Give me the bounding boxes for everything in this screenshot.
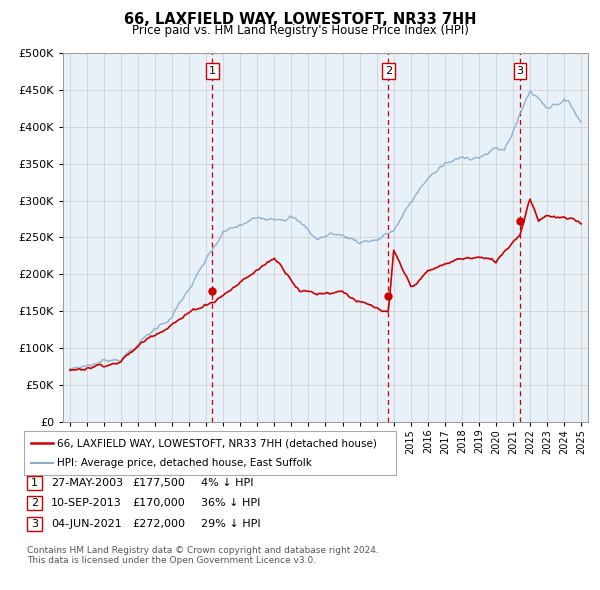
Text: Contains HM Land Registry data © Crown copyright and database right 2024.: Contains HM Land Registry data © Crown c… bbox=[27, 546, 379, 555]
Text: 66, LAXFIELD WAY, LOWESTOFT, NR33 7HH (detached house): 66, LAXFIELD WAY, LOWESTOFT, NR33 7HH (d… bbox=[57, 438, 377, 448]
Text: 2: 2 bbox=[31, 499, 38, 508]
Text: 1: 1 bbox=[31, 478, 38, 487]
Text: HPI: Average price, detached house, East Suffolk: HPI: Average price, detached house, East… bbox=[57, 458, 312, 467]
Text: £170,000: £170,000 bbox=[132, 499, 185, 508]
Text: 3: 3 bbox=[517, 66, 524, 76]
Text: 1: 1 bbox=[209, 66, 216, 76]
Text: £272,000: £272,000 bbox=[132, 519, 185, 529]
Text: 3: 3 bbox=[31, 519, 38, 529]
Text: 04-JUN-2021: 04-JUN-2021 bbox=[51, 519, 122, 529]
Text: 4% ↓ HPI: 4% ↓ HPI bbox=[201, 478, 253, 487]
Text: 66, LAXFIELD WAY, LOWESTOFT, NR33 7HH: 66, LAXFIELD WAY, LOWESTOFT, NR33 7HH bbox=[124, 12, 476, 27]
Text: Price paid vs. HM Land Registry's House Price Index (HPI): Price paid vs. HM Land Registry's House … bbox=[131, 24, 469, 37]
Text: This data is licensed under the Open Government Licence v3.0.: This data is licensed under the Open Gov… bbox=[27, 556, 316, 565]
Text: 36% ↓ HPI: 36% ↓ HPI bbox=[201, 499, 260, 508]
Text: 2: 2 bbox=[385, 66, 392, 76]
Text: £177,500: £177,500 bbox=[132, 478, 185, 487]
Text: 10-SEP-2013: 10-SEP-2013 bbox=[51, 499, 122, 508]
Text: 27-MAY-2003: 27-MAY-2003 bbox=[51, 478, 123, 487]
Text: 29% ↓ HPI: 29% ↓ HPI bbox=[201, 519, 260, 529]
